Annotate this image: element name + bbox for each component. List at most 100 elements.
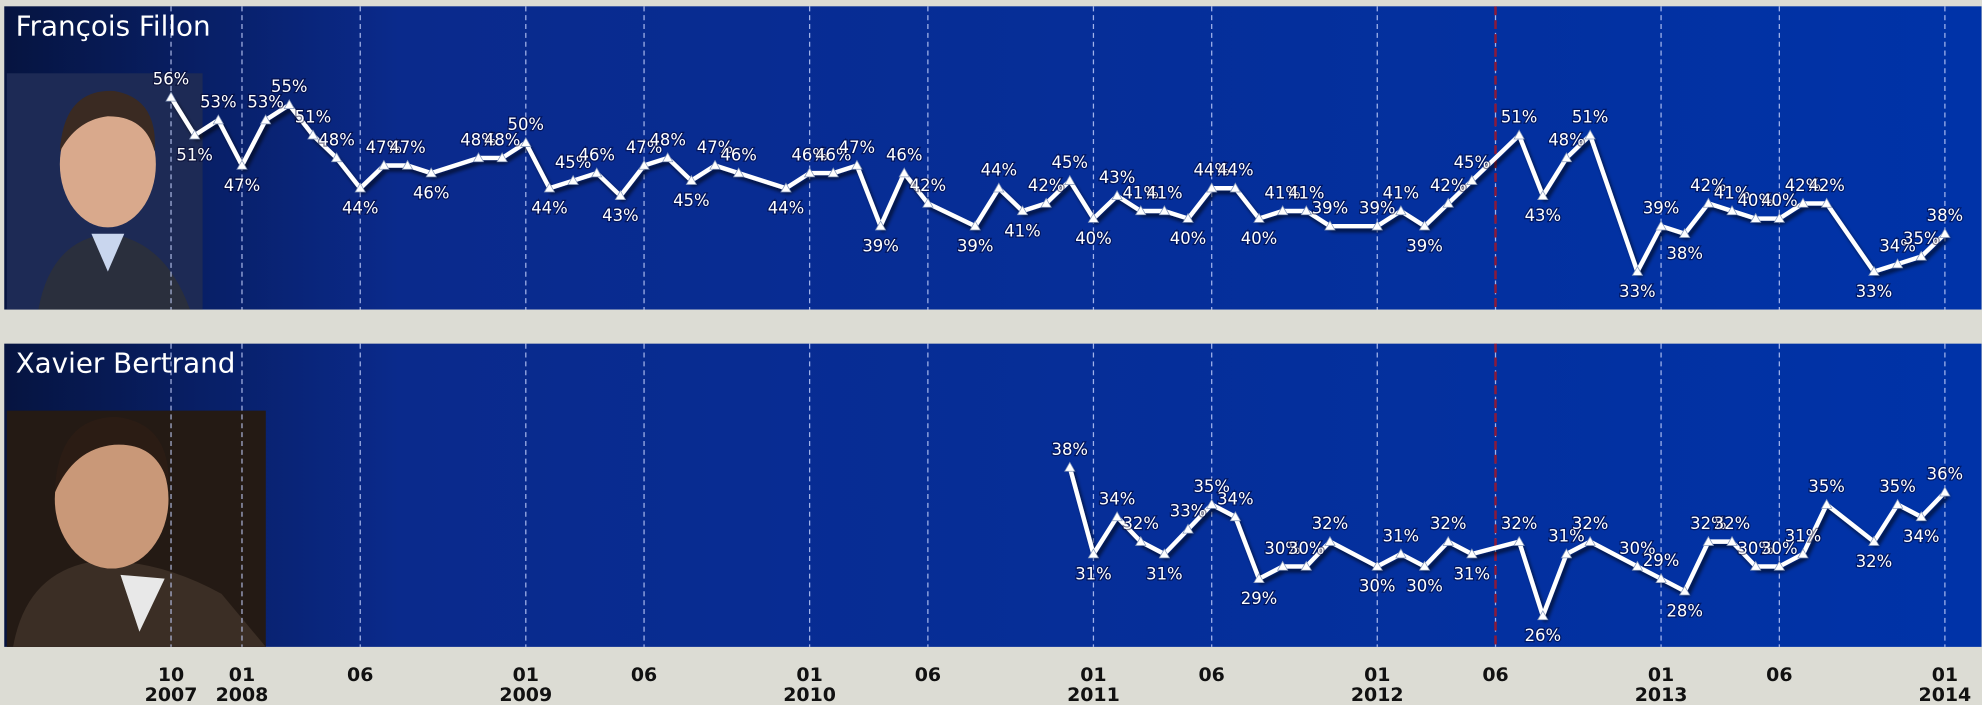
point-marker xyxy=(732,167,745,178)
point-marker xyxy=(1111,511,1123,522)
point-marker xyxy=(1915,511,1927,522)
point-marker xyxy=(969,220,981,231)
point-marker xyxy=(1726,205,1738,216)
value-label: 31% xyxy=(1075,564,1111,583)
point-marker xyxy=(1182,212,1194,223)
value-label: 38% xyxy=(1052,440,1088,459)
point-marker xyxy=(638,159,650,170)
point-marker xyxy=(1537,610,1549,621)
point-marker xyxy=(1868,535,1880,546)
point-marker xyxy=(1537,190,1549,201)
value-label: 39% xyxy=(1406,236,1442,255)
point-marker xyxy=(1087,212,1100,223)
value-label: 44% xyxy=(981,161,1017,180)
point-marker xyxy=(1158,548,1171,559)
point-marker xyxy=(1442,197,1454,208)
value-label: 35% xyxy=(1808,477,1844,496)
value-label: 39% xyxy=(957,236,993,255)
point-marker xyxy=(1702,197,1715,208)
point-marker xyxy=(1655,572,1667,583)
point-marker xyxy=(567,174,579,185)
point-marker xyxy=(496,152,508,163)
point-marker xyxy=(591,167,603,178)
point-marker xyxy=(330,152,343,163)
value-label: 35% xyxy=(1879,477,1915,496)
point-marker xyxy=(1513,535,1525,546)
value-label: 50% xyxy=(508,115,544,134)
value-label: 51% xyxy=(176,145,212,164)
point-marker xyxy=(1868,265,1880,276)
photo xyxy=(6,73,203,310)
point-marker xyxy=(780,182,792,193)
value-label: 29% xyxy=(1241,589,1277,608)
value-label: 47% xyxy=(626,138,662,157)
panel-bg xyxy=(4,6,1982,310)
value-label: 32% xyxy=(1312,514,1348,533)
point-marker xyxy=(1182,523,1194,534)
point-marker xyxy=(1371,220,1383,231)
point-marker xyxy=(165,91,177,102)
value-label: 53% xyxy=(200,92,236,111)
point-marker xyxy=(1205,182,1218,193)
point-marker xyxy=(259,114,272,125)
point-marker xyxy=(543,182,556,193)
point-marker xyxy=(1324,535,1336,546)
point-marker xyxy=(520,136,532,147)
point-marker xyxy=(803,167,816,178)
value-label: 51% xyxy=(295,108,331,127)
value-label: 34% xyxy=(1879,236,1915,255)
point-marker xyxy=(1820,498,1833,509)
point-marker xyxy=(1726,535,1738,546)
x-tick-label: 06 xyxy=(631,664,657,686)
point-marker xyxy=(851,159,863,170)
value-label: 30% xyxy=(1761,539,1797,558)
point-marker xyxy=(1087,548,1100,559)
value-label: 31% xyxy=(1146,564,1182,583)
x-tick-label: 06 xyxy=(1199,664,1225,686)
point-marker xyxy=(898,167,910,178)
value-label: 31% xyxy=(1548,526,1584,545)
point-marker xyxy=(614,190,627,201)
point-marker xyxy=(662,152,674,163)
point-marker xyxy=(188,129,201,140)
point-marker xyxy=(1371,560,1383,571)
value-label: 42% xyxy=(1028,176,1064,195)
x-tick-label: 01 xyxy=(1364,664,1390,686)
point-marker xyxy=(1064,174,1076,185)
point-marker xyxy=(1135,205,1147,216)
value-label: 41% xyxy=(1123,183,1159,202)
value-label: 35% xyxy=(1903,229,1939,248)
point-marker xyxy=(1773,212,1786,223)
value-label: 56% xyxy=(153,70,189,89)
value-label: 44% xyxy=(531,199,567,218)
point-marker xyxy=(1324,220,1336,231)
value-label: 30% xyxy=(1406,577,1442,596)
point-marker xyxy=(1229,182,1242,193)
value-label: 32% xyxy=(1856,552,1892,571)
value-label: 31% xyxy=(1454,564,1490,583)
point-marker xyxy=(1418,220,1431,231)
x-tick-label: 01 xyxy=(1080,664,1106,686)
point-marker xyxy=(1395,548,1407,559)
point-marker xyxy=(1111,190,1123,201)
value-label: 44% xyxy=(768,199,804,218)
value-label: 41% xyxy=(1383,183,1419,202)
point-marker xyxy=(1797,548,1809,559)
value-label: 33% xyxy=(1619,282,1655,301)
value-label: 40% xyxy=(1170,229,1206,248)
value-label: 41% xyxy=(1714,183,1750,202)
x-tick-label: 01 xyxy=(513,664,539,686)
value-label: 42% xyxy=(910,176,946,195)
value-label: 48% xyxy=(649,130,685,149)
point-marker xyxy=(1253,212,1265,223)
point-marker xyxy=(1205,498,1218,509)
value-label: 30% xyxy=(1619,539,1655,558)
point-marker xyxy=(378,159,390,170)
x-tick-label: 01 xyxy=(796,664,822,686)
value-label: 47% xyxy=(224,176,260,195)
value-label: 32% xyxy=(1501,514,1537,533)
value-label: 29% xyxy=(1643,551,1679,570)
value-label: 38% xyxy=(1666,244,1702,263)
value-label: 48% xyxy=(484,130,520,149)
